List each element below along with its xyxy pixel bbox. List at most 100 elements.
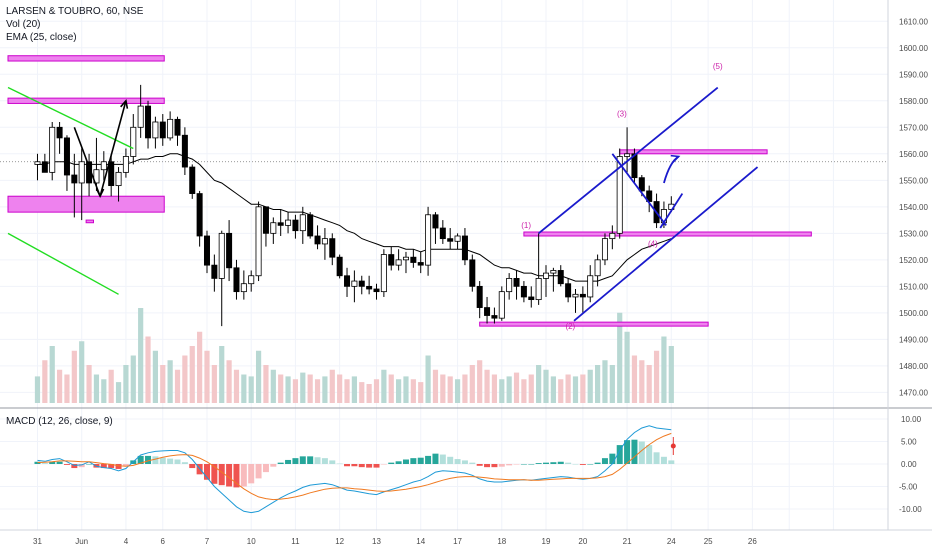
volume-bar xyxy=(513,372,520,403)
candle-body xyxy=(277,222,284,226)
time-tick-label: 14 xyxy=(416,537,425,546)
candle xyxy=(211,254,218,292)
price-tick-label: 1510.00 xyxy=(899,282,928,291)
candle-body xyxy=(609,232,616,240)
candle xyxy=(506,273,513,300)
macd-histogram-bar xyxy=(653,452,660,464)
candle-body xyxy=(543,272,550,279)
macd-histogram-bar xyxy=(380,464,387,465)
macd-histogram-bar xyxy=(248,464,255,484)
volume-bar xyxy=(152,350,158,403)
candle xyxy=(108,153,115,197)
candle-body xyxy=(78,161,85,184)
candle-body xyxy=(380,254,387,293)
volume-bar xyxy=(558,379,564,403)
candle xyxy=(380,249,387,297)
macd-histogram-bar xyxy=(34,461,41,464)
candle-body xyxy=(49,126,56,173)
candle-body xyxy=(402,256,409,261)
volume-bar xyxy=(351,376,357,403)
macd-histogram-bar xyxy=(506,464,513,466)
candle xyxy=(366,275,373,295)
macd-histogram-bar xyxy=(189,464,196,469)
macd-histogram-bar xyxy=(115,464,122,469)
time-tick-label: 11 xyxy=(291,537,300,546)
price-zones xyxy=(0,55,888,327)
macd-histogram-bar xyxy=(513,464,520,465)
volume-bar xyxy=(617,312,623,403)
macd-histogram-bar xyxy=(402,459,409,464)
volume-bar xyxy=(550,376,556,403)
candle-body xyxy=(130,126,137,157)
candle-body xyxy=(336,256,343,277)
volume-bar xyxy=(587,369,593,403)
price-tick-label: 1570.00 xyxy=(899,123,928,132)
macd-histogram-bar xyxy=(41,463,48,464)
volume-bar xyxy=(233,369,240,403)
candle xyxy=(469,254,476,292)
candle xyxy=(248,270,255,292)
channel-line xyxy=(538,86,719,235)
volume-bar xyxy=(174,369,181,403)
candle-body xyxy=(63,137,70,176)
candle-body xyxy=(137,105,144,128)
candle-body xyxy=(167,118,174,139)
macd-histogram-bar xyxy=(240,464,247,487)
candle-body xyxy=(108,161,115,187)
time-tick-label: 17 xyxy=(453,537,462,546)
macd-histogram-bar xyxy=(174,459,181,464)
volume-bar xyxy=(528,374,534,403)
black-arrow-segment xyxy=(73,127,101,197)
candle-body xyxy=(557,270,564,285)
candle-body xyxy=(152,121,159,139)
macd-histogram-bar xyxy=(211,464,218,484)
macd-histogram-bar xyxy=(292,458,299,464)
macd-tick-label: 10.00 xyxy=(901,415,922,424)
volume-bar xyxy=(609,365,615,403)
volume-bar xyxy=(462,374,468,403)
macd-line xyxy=(37,425,672,514)
wave-label: (3) xyxy=(617,110,627,119)
candle xyxy=(63,135,70,191)
candle xyxy=(543,265,550,297)
candle xyxy=(145,100,152,149)
volume-bar xyxy=(241,374,247,403)
macd-histogram-bar xyxy=(528,464,535,465)
candle xyxy=(601,233,608,266)
candle xyxy=(373,283,380,300)
macd-histogram-bar xyxy=(63,464,70,465)
volume-bar xyxy=(580,374,586,403)
drawings: (5) (3) (1) (2) (4) xyxy=(7,62,759,331)
macd-histogram-bar xyxy=(233,464,240,488)
volume-bar xyxy=(432,369,439,403)
supply-demand-zone xyxy=(479,321,709,327)
price-tick-label: 1470.00 xyxy=(899,388,928,397)
volume-bar xyxy=(300,372,306,403)
volume-bar xyxy=(373,379,380,403)
macd-histogram-bar xyxy=(358,464,365,468)
candle-body xyxy=(461,235,468,261)
time-tick-label: Jun xyxy=(75,537,88,546)
macd-histogram-bar xyxy=(535,463,542,464)
macd-histogram-bar xyxy=(491,464,498,468)
volume-bar xyxy=(226,360,232,403)
candle xyxy=(439,220,446,244)
candle xyxy=(454,233,461,250)
channel-line xyxy=(659,193,684,229)
candle-body xyxy=(71,174,78,184)
macd-histogram-bar xyxy=(646,445,653,464)
macd-histogram-bar xyxy=(307,456,314,464)
volume-bar xyxy=(454,379,461,403)
candle-body xyxy=(358,280,365,287)
candle xyxy=(137,84,144,138)
candle-body xyxy=(520,285,527,298)
volume-bar xyxy=(661,336,667,403)
candle xyxy=(34,153,41,181)
candle xyxy=(395,249,402,271)
channel-line xyxy=(573,166,759,322)
candle xyxy=(410,249,417,268)
macd-histogram-bar xyxy=(366,464,373,468)
macd-histogram-bar xyxy=(299,456,306,464)
candle-body xyxy=(292,219,299,232)
